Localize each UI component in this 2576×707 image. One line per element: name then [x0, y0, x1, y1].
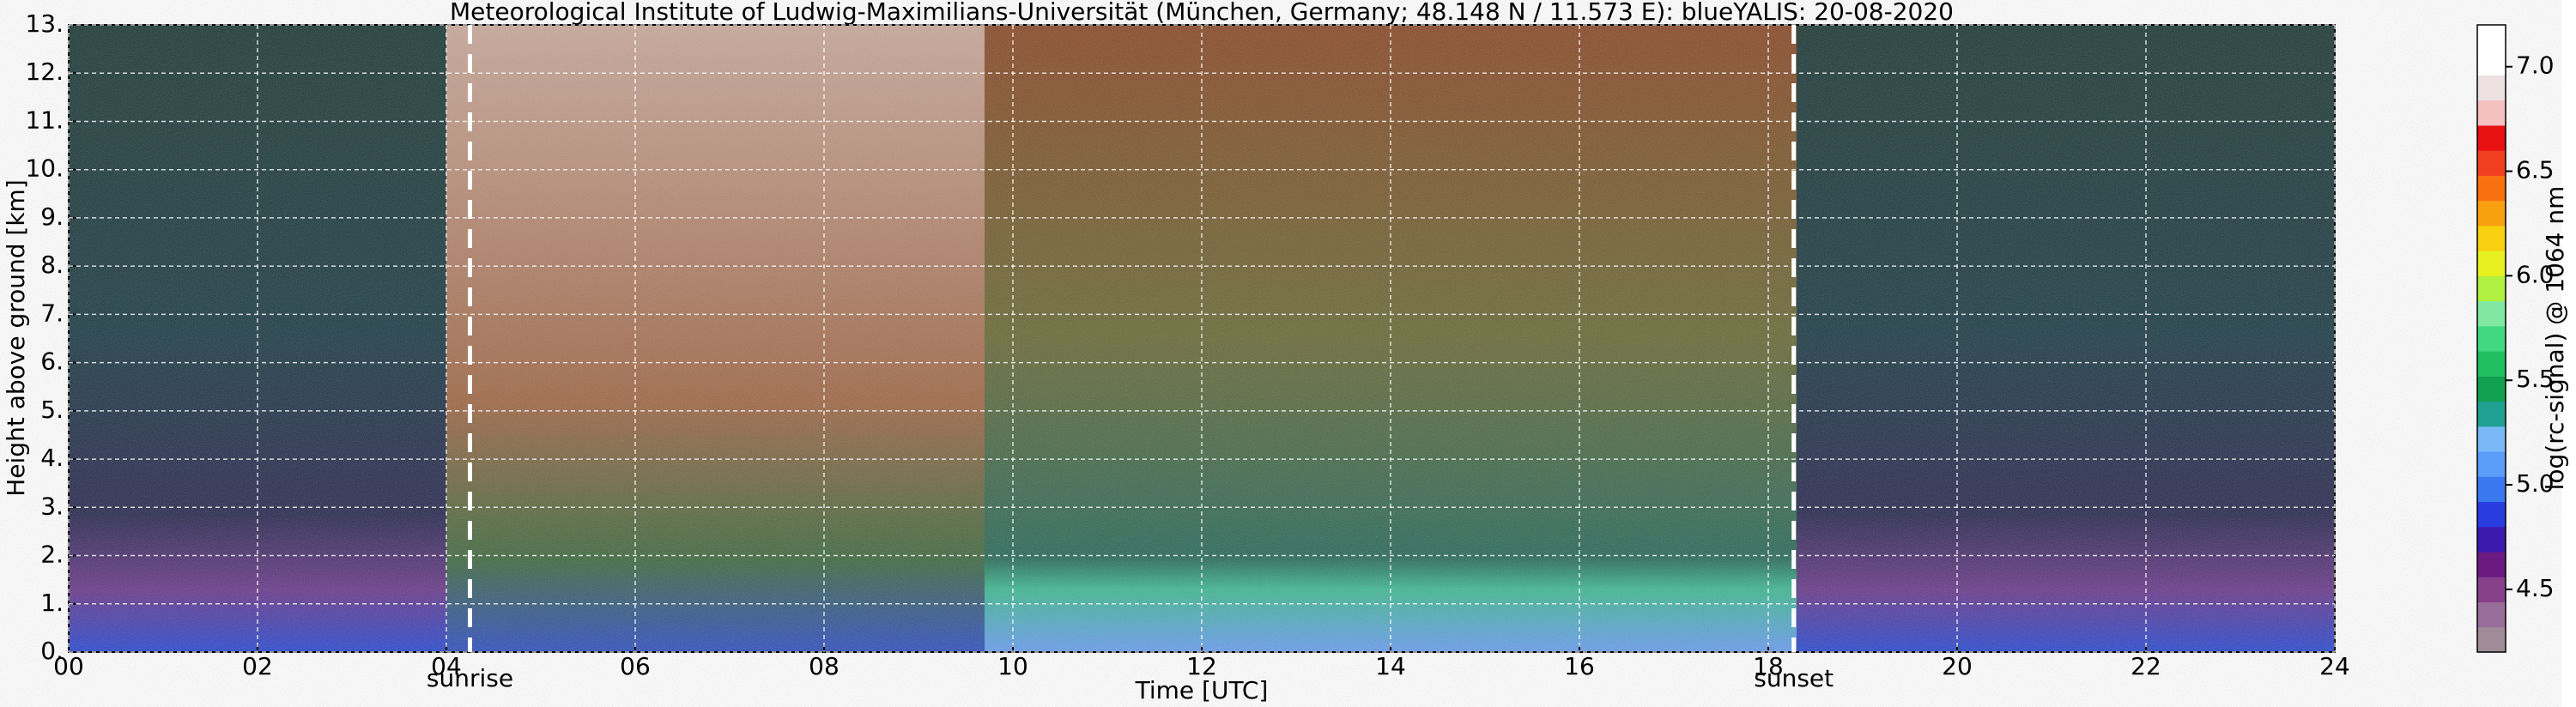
x-tick-label: 06 — [620, 652, 651, 680]
colorbar-segment — [2477, 25, 2506, 51]
colorbar-segment — [2477, 300, 2506, 327]
colorbar-tick-label: 6.0 — [2516, 260, 2555, 288]
colorbar-segment — [2477, 376, 2506, 402]
colorbar-segment — [2477, 351, 2506, 377]
x-tick-label: 24 — [2319, 652, 2350, 680]
y-axis-label: Height above ground [km] — [2, 179, 30, 497]
y-tick-label: 9. — [40, 202, 64, 231]
x-tick-label: 22 — [2131, 652, 2161, 680]
colorbar-segment — [2477, 526, 2506, 553]
colorbar-tick-label: 5.5 — [2516, 365, 2555, 393]
x-tick-label: 12 — [1186, 652, 1217, 680]
y-tick-label: 0. — [40, 637, 64, 665]
y-tick-label: 2. — [40, 541, 64, 569]
y-tick-label: 4. — [40, 444, 64, 472]
colorbar-label: log(rc-signal) @ 1064 nm — [2541, 186, 2569, 491]
y-tick-label: 7. — [40, 299, 64, 327]
colorbar-segment — [2477, 325, 2506, 352]
colorbar-segment — [2477, 426, 2506, 452]
colorbar-segment — [2477, 601, 2506, 628]
colorbar-segment — [2477, 275, 2506, 302]
x-axis-label: Time [UTC] — [1135, 676, 1269, 704]
colorbar-tick-label: 4.5 — [2516, 574, 2555, 602]
colorbar-tick-label: 5.0 — [2516, 469, 2555, 498]
colorbar-segment — [2477, 501, 2506, 528]
y-tick-label: 12. — [25, 57, 64, 86]
colorbar-segment — [2477, 75, 2506, 101]
colorbar-segment — [2477, 200, 2506, 227]
x-tick-label: 10 — [997, 652, 1028, 680]
x-tick-label: 14 — [1375, 652, 1406, 680]
x-tick-label: 20 — [1942, 652, 1973, 680]
x-tick-label: 00 — [53, 652, 84, 680]
y-tick-label: 11. — [25, 106, 64, 134]
colorbar-segment — [2477, 476, 2506, 503]
x-tick-label: 08 — [809, 652, 839, 680]
colorbar-segment — [2477, 100, 2506, 126]
y-tick-label: 8. — [40, 251, 64, 279]
y-tick-label: 13. — [25, 9, 64, 38]
colorbar-segment — [2477, 626, 2506, 653]
colorbar-segment — [2477, 451, 2506, 477]
y-tick-label: 1. — [40, 589, 64, 617]
y-tick-label: 5. — [40, 396, 64, 424]
x-tick-label: 16 — [1564, 652, 1595, 680]
x-tick-label: 04 — [431, 652, 462, 680]
colorbar-segment — [2477, 124, 2506, 151]
colorbar-segment — [2477, 552, 2506, 577]
colorbar-segment — [2477, 577, 2506, 603]
x-tick-label: 02 — [242, 652, 273, 680]
y-tick-label: 6. — [40, 347, 64, 376]
colorbar-segment — [2477, 225, 2506, 251]
colorbar-segment — [2477, 175, 2506, 202]
sun-label: sunset — [1754, 664, 1834, 692]
y-tick-label: 10. — [25, 154, 64, 183]
colorbar-frame — [2476, 24, 2506, 653]
colorbar-segment — [2477, 251, 2506, 276]
x-tick-label: 18 — [1753, 652, 1784, 680]
colorbar-tick-label: 7.0 — [2516, 51, 2555, 80]
chart-title: Meteorological Institute of Ludwig-Maxim… — [450, 0, 1954, 26]
colorbar-segment — [2477, 150, 2506, 176]
colorbar-segment — [2477, 50, 2506, 76]
y-tick-label: 3. — [40, 492, 64, 520]
colorbar-segment — [2477, 401, 2506, 427]
sun-label: sunrise — [427, 664, 513, 692]
colorbar-tick-label: 6.5 — [2516, 156, 2555, 184]
